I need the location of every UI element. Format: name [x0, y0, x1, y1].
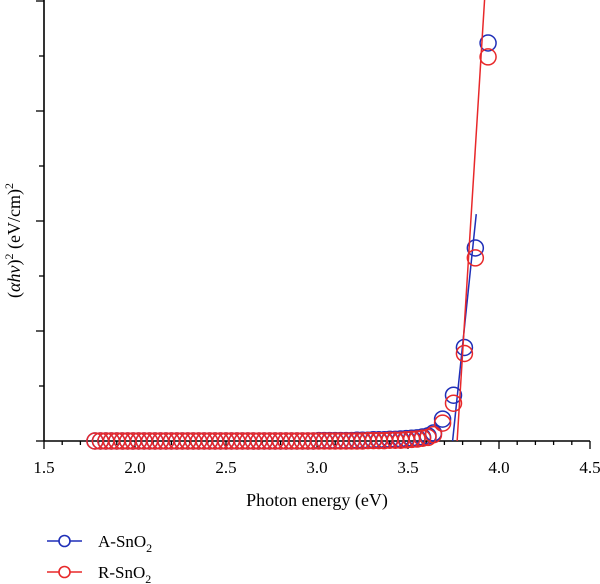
x-axis-title: Photon energy (eV)	[246, 490, 388, 511]
legend: A-SnO2 R-SnO2	[47, 532, 152, 584]
data-point-r-sno2	[466, 249, 485, 267]
data-point-r-sno2	[424, 425, 443, 444]
legend-item-a-sno2: A-SnO2	[47, 532, 152, 555]
x-axis-tick-labels: 1.5 2.0 2.5 3.0 3.5 4.0 4.5	[33, 458, 600, 477]
series-layer	[86, 0, 497, 450]
data-point-a-sno2	[455, 338, 474, 357]
data-point-r-sno2	[408, 430, 426, 448]
y-axis-title-nu: ν	[4, 266, 24, 274]
x-tick-label: 2.0	[124, 458, 145, 477]
legend-label-r-sno2-base: R-SnO	[98, 563, 145, 582]
legend-label-a-sno2-sub: 2	[146, 541, 152, 555]
y-axis-ticks	[36, 0, 44, 442]
data-point-a-sno2	[444, 386, 463, 404]
legend-label-a-sno2: A-SnO2	[98, 532, 152, 555]
y-axis-title-close: )	[4, 260, 25, 266]
legend-marker-a-sno2	[58, 534, 71, 548]
x-tick-label: 4.0	[488, 458, 509, 477]
fit-line-r-sno2	[456, 0, 486, 442]
y-axis-title-sup1: 2	[2, 254, 16, 260]
data-point-r-sno2	[479, 48, 497, 66]
x-tick-label: 2.5	[215, 458, 236, 477]
series-r-sno2	[86, 0, 497, 450]
series-a-sno2	[86, 34, 497, 450]
x-tick-label: 4.5	[579, 458, 600, 477]
legend-label-a-sno2-base: A-SnO	[98, 532, 146, 551]
data-point-r-sno2	[433, 414, 452, 432]
data-point-r-sno2	[444, 394, 463, 412]
legend-label-r-sno2-sub: 2	[145, 572, 151, 584]
legend-label-r-sno2: R-SnO2	[98, 563, 151, 584]
y-axis-title-alpha-h: αh	[4, 274, 24, 292]
x-tick-label: 3.5	[397, 458, 418, 477]
x-tick-label: 1.5	[33, 458, 54, 477]
y-axis-title: (αhν)2 (eV/cm)2	[2, 183, 25, 298]
data-point-a-sno2	[479, 34, 497, 52]
y-axis-title-open: (	[4, 292, 25, 298]
data-point-a-sno2	[466, 239, 485, 257]
legend-item-r-sno2: R-SnO2	[47, 563, 151, 584]
x-tick-label: 3.0	[306, 458, 327, 477]
data-point-a-sno2	[433, 410, 452, 428]
y-axis-title-sup2: 2	[2, 183, 16, 189]
data-point-r-sno2	[413, 429, 432, 447]
plot-frame	[43, 0, 590, 442]
legend-marker-r-sno2	[58, 565, 71, 579]
y-axis-title-units: (eV/cm)	[4, 189, 25, 253]
data-point-r-sno2	[455, 344, 474, 363]
